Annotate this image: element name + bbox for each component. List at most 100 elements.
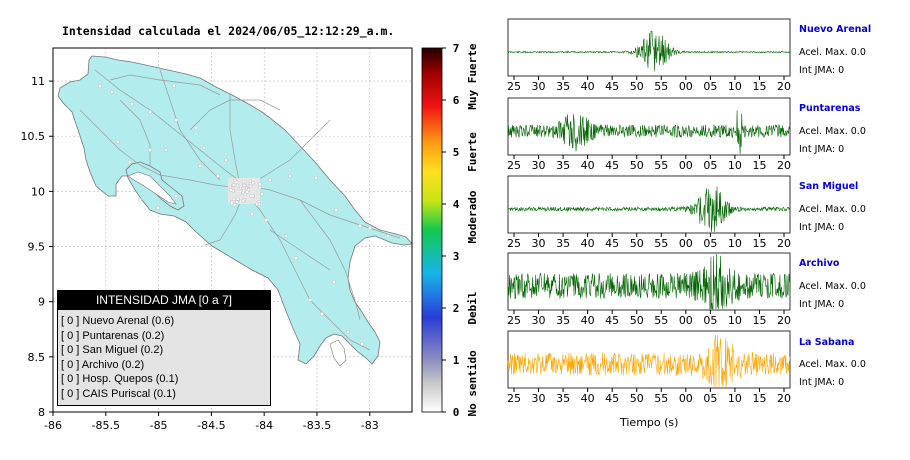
map-x-tick-label: -83 xyxy=(361,419,379,432)
city-marker xyxy=(230,201,234,205)
waveform-x-tick-label: 40 xyxy=(581,237,595,250)
station-acel-la-sabana: Acel. Max. 0.0 xyxy=(799,359,866,370)
colorbar-category-label: No sentido xyxy=(466,350,479,417)
map-x-tick-label: -84.5 xyxy=(197,419,225,432)
station-acel-san-miguel: Acel. Max. 0.0 xyxy=(799,204,866,215)
city-marker xyxy=(224,158,228,162)
map-frame xyxy=(52,47,413,413)
waveform-x-tick-label: 05 xyxy=(703,314,717,327)
map-x-tick-label: -85.5 xyxy=(92,419,120,432)
waveform-panel: 25 30 35 40 45 50 55 00 05 10 15 20 xyxy=(507,252,791,327)
golfo-dulce xyxy=(329,339,347,367)
waveform-x-tick-label: 55 xyxy=(654,237,668,250)
waveform-x-tick-label: 05 xyxy=(703,159,717,172)
colorbar-tick-label: 1 xyxy=(453,354,460,367)
waveform-x-tick-label: 30 xyxy=(532,159,546,172)
colorbar-tick-label: 6 xyxy=(453,94,460,107)
station-jma-nuevo-arenal: Int JMA: 0 xyxy=(799,65,845,76)
city-marker xyxy=(242,189,246,193)
legend-list: [ 0 ] Nuevo Arenal (0.6) [ 0 ] Puntarena… xyxy=(61,314,270,402)
map-y-tick-label: 8 xyxy=(38,406,45,419)
waveform-x-tick-label: 30 xyxy=(532,80,546,93)
city-markers xyxy=(98,84,390,346)
colorbar-category-label: Debil xyxy=(466,291,479,324)
colorbar-category-label: Muy Fuerte xyxy=(466,43,479,110)
waveform-x-tick-label: 35 xyxy=(556,237,570,250)
waveform-x-tick-label: 20 xyxy=(777,392,791,405)
waveform-x-tick-label: 15 xyxy=(752,237,766,250)
waveform-x-tick-label: 40 xyxy=(581,159,595,172)
map-x-tick-label: -83.5 xyxy=(303,419,331,432)
waveform-x-tick-label: 10 xyxy=(728,159,742,172)
station-acel-nuevo-arenal: Acel. Max. 0.0 xyxy=(799,47,866,58)
station-name-nuevo-arenal: Nuevo Arenal xyxy=(799,24,872,35)
waveform-x-tick-label: 25 xyxy=(507,80,521,93)
station-jma-san-miguel: Int JMA: 0 xyxy=(799,222,845,233)
map-y-tick-label: 9.5 xyxy=(28,241,46,254)
map-y-tick-label: 10 xyxy=(31,185,45,198)
city-marker xyxy=(294,256,298,260)
waveform-frame xyxy=(507,175,791,234)
city-marker xyxy=(284,234,288,238)
city-marker xyxy=(334,208,338,212)
city-marker xyxy=(360,342,364,346)
waveform-x-tick-label: 10 xyxy=(728,237,742,250)
legend-title: INTENSIDAD JMA [0 a 7] xyxy=(58,291,270,310)
city-marker xyxy=(148,110,152,114)
waveform-x-tick-label: 20 xyxy=(777,159,791,172)
waveform-x-tick-label: 50 xyxy=(630,392,644,405)
city-marker xyxy=(288,174,292,178)
waveform-x-tick-label: 10 xyxy=(728,314,742,327)
gulf-water xyxy=(127,171,177,205)
waveform-x-tick-label: 15 xyxy=(752,392,766,405)
colorbar-tick-label: 4 xyxy=(453,198,460,211)
waveform-x-tick-label: 45 xyxy=(605,237,619,250)
city-marker xyxy=(264,218,268,222)
city-marker xyxy=(257,200,261,204)
city-marker xyxy=(174,194,178,198)
intensity-legend: INTENSIDAD JMA [0 a 7] [ 0 ] Nuevo Arena… xyxy=(57,290,271,406)
city-marker xyxy=(368,226,372,230)
colorbar-category-label: Fuerte xyxy=(466,132,479,172)
legend-item: [ 0 ] San Miguel (0.2) xyxy=(61,344,164,357)
waveform-x-tick-label: 00 xyxy=(679,80,693,93)
waveform-x-tick-label: 00 xyxy=(679,392,693,405)
city-marker xyxy=(332,280,336,284)
city-marker xyxy=(245,186,249,190)
waveform-x-tick-label: 20 xyxy=(777,314,791,327)
city-marker xyxy=(128,160,132,164)
city-marker xyxy=(235,200,239,204)
waveform-panel: 25 30 35 40 45 50 55 00 05 10 15 20 xyxy=(507,18,791,93)
city-marker xyxy=(308,298,312,302)
waveform-trace xyxy=(507,253,791,310)
city-marker xyxy=(346,330,350,334)
city-marker xyxy=(164,148,168,152)
waveform-x-tick-label: 45 xyxy=(605,159,619,172)
colorbar-tick-label: 0 xyxy=(453,406,460,419)
waveform-x-tick-label: 25 xyxy=(507,159,521,172)
colorbar-tick-label: 7 xyxy=(453,42,460,55)
city-marker xyxy=(255,202,259,206)
city-marker xyxy=(233,179,237,183)
city-marker xyxy=(174,118,178,122)
waveform-x-tick-label: 55 xyxy=(654,314,668,327)
city-marker xyxy=(130,102,134,106)
station-name-la-sabana: La Sabana xyxy=(799,337,855,348)
waveform-trace xyxy=(507,110,791,155)
waveform-panel: 25 30 35 40 45 50 55 00 05 10 15 20 xyxy=(507,97,791,172)
city-marker xyxy=(239,186,242,190)
waveform-x-tick-label: 35 xyxy=(556,314,570,327)
waveform-x-tick-label: 10 xyxy=(728,80,742,93)
waveform-x-tick-label: 00 xyxy=(679,314,693,327)
city-marker xyxy=(110,90,114,94)
legend-item: [ 0 ] CAIS Puriscal (0.1) xyxy=(61,387,176,400)
waveform-x-tick-label: 05 xyxy=(703,237,717,250)
waveform-x-tick-label: 20 xyxy=(777,80,791,93)
city-marker xyxy=(358,224,362,228)
waveform-x-tick-label: 40 xyxy=(581,314,595,327)
city-marker xyxy=(148,148,152,152)
waveform-x-tick-label: 15 xyxy=(752,159,766,172)
map-y-tick-label: 10.5 xyxy=(21,130,46,143)
city-marker xyxy=(314,176,318,180)
